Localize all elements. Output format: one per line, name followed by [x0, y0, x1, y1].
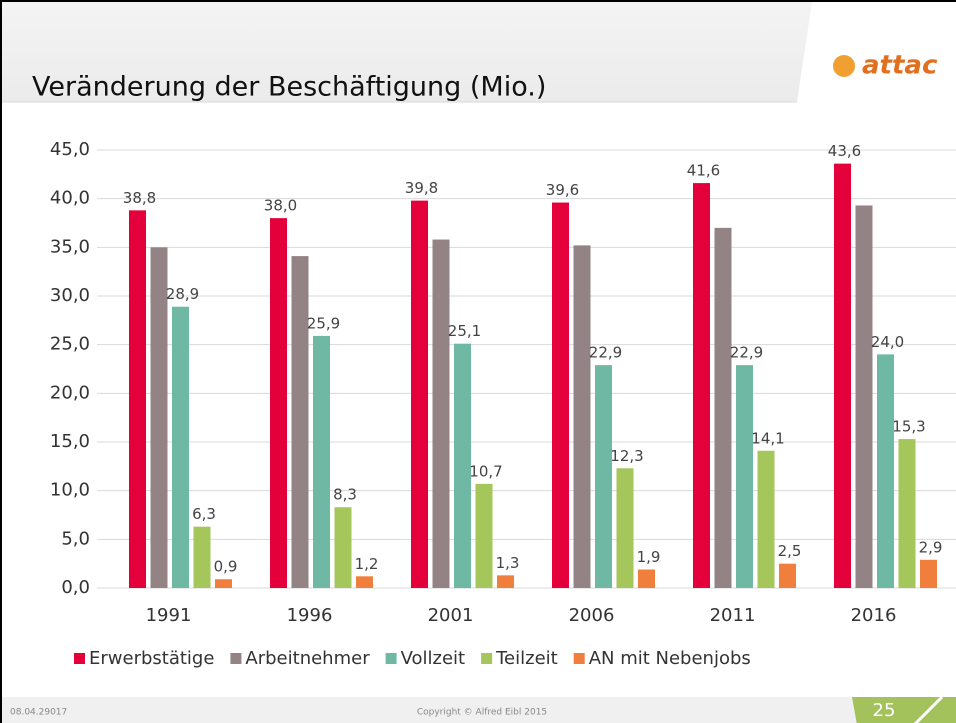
- bar: [779, 563, 796, 588]
- bar: [356, 576, 373, 588]
- bar: [497, 575, 514, 588]
- bar: [920, 559, 937, 588]
- bar: [638, 569, 655, 588]
- bar: [616, 468, 634, 588]
- bar: [757, 450, 775, 588]
- data-label: 39,8: [405, 179, 438, 197]
- page-badge: [852, 697, 956, 723]
- page-number: 25: [873, 700, 896, 721]
- y-tick-label: 40,0: [50, 188, 90, 209]
- x-tick-label: 2001: [428, 605, 474, 626]
- y-tick-label: 20,0: [50, 382, 90, 403]
- bar: [552, 202, 569, 588]
- data-label: 38,0: [264, 197, 297, 215]
- bar: [215, 579, 232, 588]
- bar: [193, 526, 211, 588]
- bar: [693, 183, 710, 589]
- legend-label: Erwerbstätige: [89, 648, 214, 669]
- page-badge-stripe: [913, 695, 944, 723]
- x-tick-label: 1996: [287, 605, 333, 626]
- legend-label: Arbeitnehmer: [245, 648, 370, 669]
- header-logo-area: [2, 2, 956, 102]
- bar: [475, 483, 493, 588]
- x-tick-label: 1991: [146, 605, 192, 626]
- header-band: [2, 2, 812, 102]
- data-label: 14,1: [751, 429, 784, 447]
- bar: [313, 335, 330, 588]
- bar: [595, 365, 612, 588]
- data-label: 8,3: [333, 486, 357, 504]
- y-tick-label: 25,0: [50, 334, 90, 355]
- data-label: 2,5: [778, 542, 802, 560]
- bar: [172, 306, 189, 588]
- data-label: 25,9: [307, 314, 340, 332]
- bar: [454, 343, 471, 588]
- bar: [855, 205, 873, 589]
- data-label: 10,7: [469, 462, 502, 480]
- footer-band: [2, 697, 956, 723]
- data-label: 15,3: [892, 418, 925, 436]
- y-tick-label: 30,0: [50, 285, 90, 306]
- logo-icon: [833, 55, 855, 77]
- x-tick-label: 2016: [851, 605, 897, 626]
- y-tick-label: 35,0: [50, 236, 90, 257]
- data-label: 28,9: [166, 285, 199, 303]
- bar: [334, 507, 352, 588]
- bar: [714, 227, 732, 588]
- data-label: 41,6: [687, 162, 720, 180]
- slide-title: Veränderung der Beschäftigung (Mio.): [32, 72, 546, 103]
- bar: [573, 245, 591, 589]
- y-tick-label: 15,0: [50, 431, 90, 452]
- data-label: 39,6: [546, 181, 579, 199]
- bar: [129, 210, 146, 588]
- legend-label: Vollzeit: [401, 648, 466, 669]
- logo: attac: [862, 51, 938, 81]
- bar: [898, 439, 916, 588]
- data-label: 24,0: [871, 333, 904, 351]
- data-label: 38,8: [123, 189, 156, 207]
- data-label: 22,9: [730, 344, 763, 362]
- legend-label: AN mit Nebenjobs: [589, 648, 751, 669]
- bar: [834, 163, 851, 589]
- data-label: 6,3: [192, 505, 216, 523]
- data-label: 43,6: [828, 142, 861, 160]
- data-label: 1,3: [496, 554, 520, 572]
- bar: [432, 239, 450, 588]
- y-tick-label: 10,0: [50, 480, 90, 501]
- bar: [291, 256, 309, 588]
- legend-swatch: [481, 653, 493, 664]
- y-tick-label: 5,0: [61, 528, 90, 549]
- footer-copyright: Copyright © Alfred Eibl 2015: [417, 708, 547, 718]
- data-label: 12,3: [610, 447, 643, 465]
- bar: [411, 200, 428, 588]
- data-label: 2,9: [919, 538, 943, 556]
- data-label: 25,1: [448, 322, 481, 340]
- legend-swatch: [230, 653, 242, 664]
- footer-date: 08.04.29017: [10, 708, 67, 718]
- x-tick-label: 2006: [569, 605, 615, 626]
- data-label: 1,9: [637, 548, 661, 566]
- legend-swatch: [385, 653, 397, 664]
- legend-swatch: [573, 653, 585, 664]
- legend-swatch: [74, 653, 85, 664]
- legend-label: Teilzeit: [495, 648, 558, 669]
- data-label: 22,9: [589, 344, 622, 362]
- data-label: 0,9: [214, 558, 238, 576]
- bar: [270, 218, 287, 588]
- bar: [736, 365, 753, 588]
- bar: [150, 247, 168, 589]
- bar: [877, 354, 894, 588]
- y-tick-label: 45,0: [50, 139, 90, 160]
- y-tick-label: 0,0: [61, 577, 90, 598]
- x-tick-label: 2011: [710, 605, 756, 626]
- data-label: 1,2: [355, 555, 379, 573]
